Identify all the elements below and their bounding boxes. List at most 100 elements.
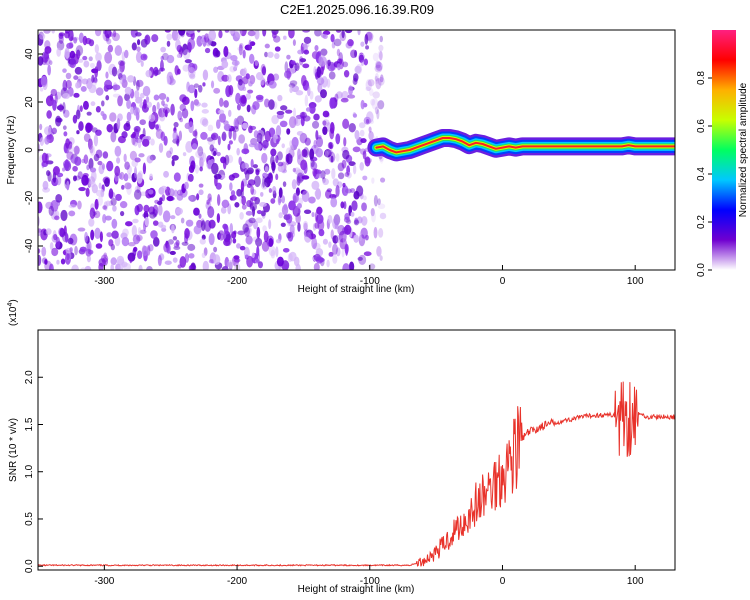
noise-speckle xyxy=(314,211,319,223)
spectrogram-y-axis-label: Frequency (Hz) xyxy=(6,116,17,185)
noise-speckle xyxy=(142,85,151,97)
noise-speckle xyxy=(68,41,74,49)
noise-speckle xyxy=(188,121,194,134)
noise-speckle xyxy=(276,151,283,161)
noise-speckle xyxy=(256,245,260,257)
noise-speckle xyxy=(89,211,97,216)
noise-speckle xyxy=(116,117,121,130)
noise-speckle xyxy=(361,215,368,226)
noise-speckle xyxy=(206,137,214,142)
noise-speckle xyxy=(73,75,79,80)
noise-speckle xyxy=(261,66,267,76)
noise-speckle xyxy=(236,147,240,156)
noise-speckle xyxy=(294,62,300,72)
noise-speckle xyxy=(378,44,384,52)
noise-speckle xyxy=(284,70,292,79)
noise-speckle xyxy=(143,204,150,213)
noise-speckle xyxy=(276,256,284,267)
noise-speckle xyxy=(219,97,224,107)
noise-speckle xyxy=(200,131,208,140)
noise-speckle xyxy=(320,48,328,56)
noise-speckle xyxy=(238,134,246,144)
noise-speckle xyxy=(86,111,92,116)
noise-speckle xyxy=(312,120,320,129)
noise-speckle xyxy=(255,169,260,176)
snr-frame xyxy=(37,329,676,571)
noise-speckle xyxy=(199,238,206,245)
noise-speckle xyxy=(255,237,263,247)
noise-speckle xyxy=(58,32,65,37)
noise-speckle xyxy=(176,53,182,59)
noise-speckle xyxy=(152,104,157,114)
noise-speckle xyxy=(111,218,118,229)
noise-speckle xyxy=(285,213,293,224)
noise-speckle xyxy=(201,118,209,127)
noise-speckle xyxy=(219,112,226,123)
noise-speckle xyxy=(210,80,215,89)
noise-speckle xyxy=(377,203,386,210)
noise-speckle xyxy=(158,189,165,195)
noise-speckle xyxy=(88,158,94,170)
noise-speckle xyxy=(270,148,277,157)
noise-speckle xyxy=(112,84,121,91)
noise-speckle xyxy=(167,239,174,245)
noise-speckle xyxy=(43,126,52,136)
noise-speckle xyxy=(235,92,241,105)
noise-speckle xyxy=(373,194,378,207)
noise-speckle xyxy=(304,137,311,146)
noise-speckle xyxy=(210,132,219,141)
noise-speckle xyxy=(62,101,66,114)
noise-speckle xyxy=(350,211,355,217)
noise-speckle xyxy=(247,30,256,37)
signal-trace-band xyxy=(375,137,675,154)
noise-speckle xyxy=(228,30,235,35)
noise-speckle xyxy=(89,62,95,69)
noise-speckle xyxy=(44,46,52,54)
noise-speckle xyxy=(106,38,112,45)
noise-speckle xyxy=(200,37,205,44)
noise-speckle xyxy=(202,82,206,87)
noise-speckle xyxy=(310,159,315,168)
noise-speckle xyxy=(326,188,333,193)
noise-speckle xyxy=(177,110,183,121)
noise-speckle xyxy=(136,39,141,46)
noise-speckle xyxy=(208,219,216,229)
noise-speckle xyxy=(199,166,203,172)
noise-speckle xyxy=(98,182,102,189)
noise-speckle xyxy=(379,177,386,183)
noise-speckle xyxy=(215,49,221,58)
noise-speckle xyxy=(169,250,176,255)
noise-speckle xyxy=(314,30,322,37)
noise-speckle xyxy=(290,60,296,65)
noise-speckle xyxy=(100,111,105,117)
noise-speckle xyxy=(250,196,258,201)
noise-speckle xyxy=(303,36,312,44)
noise-speckle xyxy=(121,236,130,247)
noise-speckle xyxy=(160,224,167,229)
noise-speckle xyxy=(142,138,150,147)
noise-speckle xyxy=(228,85,234,96)
noise-speckle xyxy=(135,32,142,37)
noise-speckle xyxy=(137,138,142,149)
noise-speckle xyxy=(275,125,282,138)
noise-speckle xyxy=(337,172,345,180)
noise-speckle xyxy=(60,258,66,265)
noise-speckle xyxy=(80,267,86,270)
noise-speckle xyxy=(292,39,296,47)
noise-speckle xyxy=(52,99,57,111)
noise-speckle xyxy=(348,161,356,167)
noise-speckle xyxy=(85,122,92,134)
noise-speckle xyxy=(102,214,107,224)
noise-speckle xyxy=(275,138,280,145)
noise-speckle xyxy=(207,124,214,132)
colorbar: 0.0 0.2 0.4 0.6 0.8 Normalized spectral ampl… xyxy=(696,30,749,277)
noise-speckle xyxy=(166,195,174,202)
noise-speckle xyxy=(238,44,243,56)
noise-speckle xyxy=(335,153,340,162)
noise-speckle xyxy=(192,130,198,137)
noise-speckle xyxy=(268,245,276,257)
noise-speckle xyxy=(63,131,68,137)
noise-speckle xyxy=(196,193,200,201)
noise-speckle xyxy=(252,164,258,169)
